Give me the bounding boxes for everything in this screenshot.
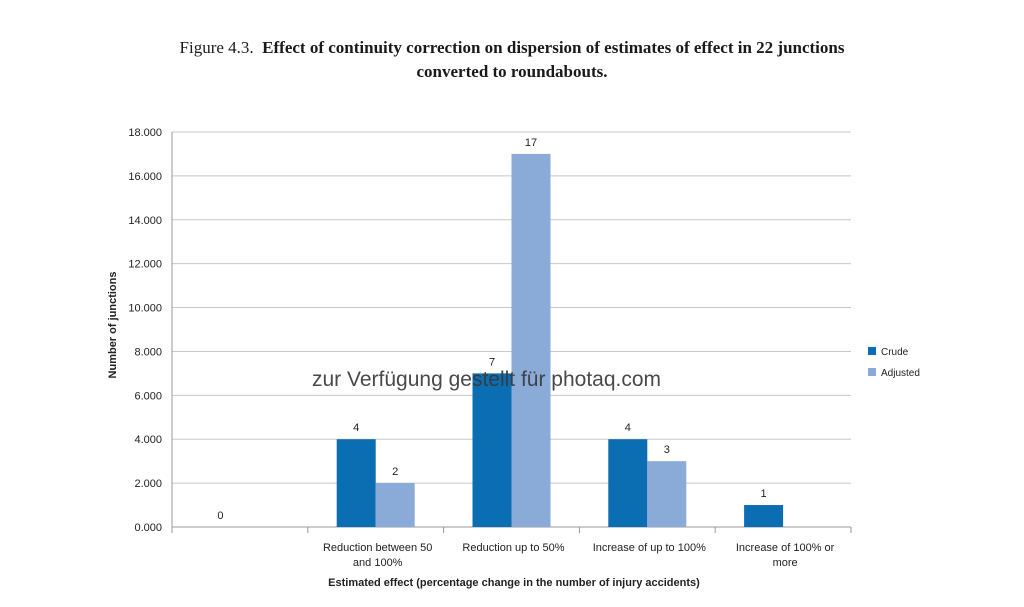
y-tick-label: 8.000: [134, 346, 162, 358]
x-category-label: Reduction between 50: [323, 542, 432, 554]
data-label: 1: [761, 488, 767, 500]
data-label: 17: [525, 137, 537, 149]
y-tick-label: 0.000: [134, 522, 162, 534]
data-label: 7: [489, 356, 495, 368]
y-tick-label: 18.000: [128, 127, 162, 139]
bar-crude: [608, 439, 648, 527]
y-tick-label: 12.000: [128, 259, 162, 271]
bar-adjusted: [511, 153, 551, 527]
bar-crude: [472, 373, 512, 527]
y-tick-label: 2.000: [134, 478, 162, 490]
y-tick-label: 14.000: [128, 215, 162, 227]
legend-swatch-adjusted: [868, 368, 876, 376]
x-category-label: more: [773, 557, 798, 569]
x-category-label: Reduction up to 50%: [462, 542, 564, 554]
data-label: 3: [664, 444, 670, 456]
figure-number: Figure 4.3.: [179, 38, 254, 57]
bar-adjusted: [647, 461, 687, 527]
legend-label-adjusted: Adjusted: [881, 368, 920, 379]
data-label: 0: [217, 510, 223, 522]
x-axis-title: Estimated effect (percentage change in t…: [328, 577, 700, 589]
data-label: 4: [625, 422, 631, 434]
y-tick-label: 6.000: [134, 390, 162, 402]
figure-title: Effect of continuity correction on dispe…: [262, 38, 845, 57]
x-category-label: and 100%: [353, 557, 403, 569]
figure-title-line-2: converted to roundabouts.: [416, 62, 608, 81]
y-tick-label: 4.000: [134, 434, 162, 446]
y-axis-title: Number of junctions: [107, 272, 119, 379]
legend-swatch-crude: [868, 347, 876, 355]
bar-adjusted: [375, 483, 415, 527]
bar-crude: [744, 505, 784, 527]
bar-crude: [336, 439, 376, 527]
x-category-label: Increase of 100% or: [736, 542, 835, 554]
legend-label-crude: Crude: [881, 347, 909, 358]
y-tick-label: 10.000: [128, 303, 162, 315]
watermark-text: zur Verfügung gestellt für photaq.com: [312, 368, 662, 391]
y-tick-label: 16.000: [128, 171, 162, 183]
x-category-label: Increase of up to 100%: [593, 542, 706, 554]
data-label: 4: [353, 422, 359, 434]
data-label: 2: [392, 466, 398, 478]
figure-title-line-1: Figure 4.3. Effect of continuity correct…: [0, 37, 1024, 59]
